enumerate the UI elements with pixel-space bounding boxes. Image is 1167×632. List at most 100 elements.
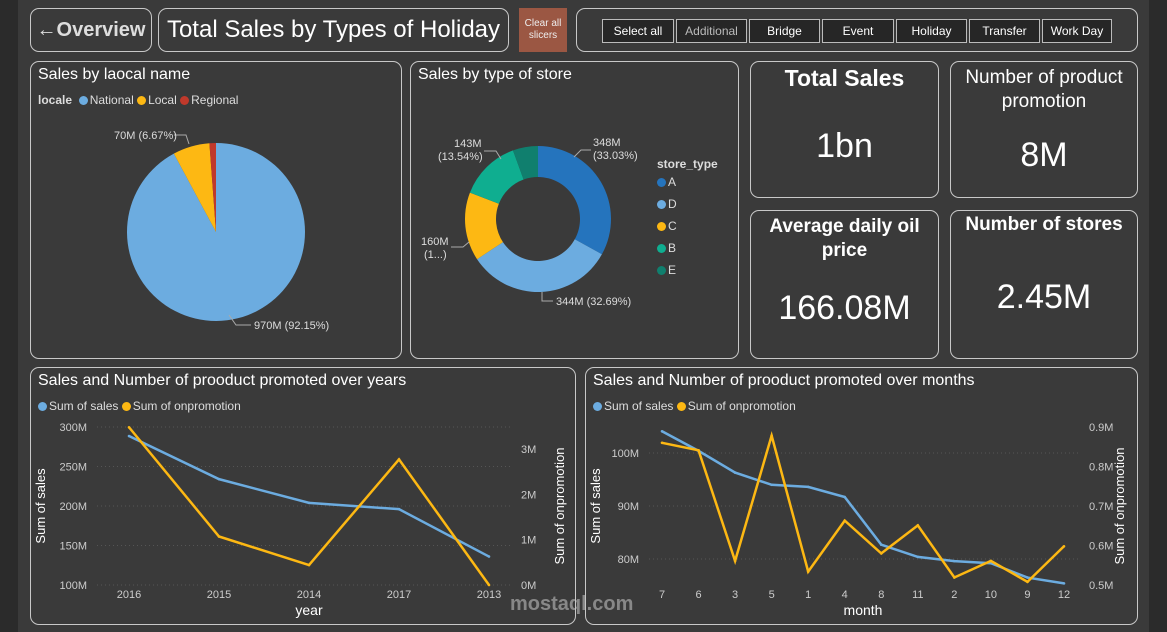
holiday-type-slicer: Select all Additional Bridge Event Holid… bbox=[576, 8, 1138, 52]
data-point bbox=[1062, 544, 1066, 548]
pie-legend: locale National Local Regional bbox=[38, 93, 238, 107]
y2-tick-label: 0.7M bbox=[1089, 501, 1113, 513]
data-point bbox=[806, 570, 810, 573]
slicer-transfer[interactable]: Transfer bbox=[969, 19, 1040, 43]
data-point bbox=[660, 429, 664, 433]
data-point bbox=[487, 583, 491, 587]
x-tick-label: 2 bbox=[951, 589, 957, 601]
legend-item-onpromotion[interactable]: Sum of onpromotion bbox=[676, 399, 796, 413]
panel-title: Sales and Number of prooduct promoted ov… bbox=[593, 372, 975, 389]
data-point bbox=[307, 501, 311, 505]
data-point bbox=[127, 434, 131, 438]
y-tick-label: 150M bbox=[59, 541, 87, 553]
data-point bbox=[879, 543, 883, 546]
slicer-event[interactable]: Event bbox=[822, 19, 894, 43]
legend-item-b[interactable]: B bbox=[657, 241, 676, 255]
years-line-chart: 300M 250M 200M 150M 100M 3M 2M 1M 0M 2016 2015 2014… bbox=[33, 422, 567, 618]
slice-national bbox=[126, 143, 305, 321]
data-point bbox=[879, 552, 883, 555]
legend-item-c[interactable]: C bbox=[657, 219, 677, 233]
x-tick-label: 3 bbox=[732, 589, 738, 601]
x-tick-label: 5 bbox=[769, 589, 775, 601]
kpi-product-promotion: Number of product promotion 8M bbox=[950, 61, 1138, 198]
page-title: Total Sales by Types of Holiday bbox=[158, 8, 509, 52]
kpi-title: Number of stores bbox=[965, 214, 1123, 235]
x-tick-label: 2016 bbox=[117, 589, 141, 601]
slicer-bridge[interactable]: Bridge bbox=[749, 19, 820, 43]
sales-promotion-years-panel: Sales and Number of prooduct promoted ov… bbox=[30, 367, 576, 625]
label-leader bbox=[573, 149, 591, 158]
pie-label-national: 970M (92.15%) bbox=[254, 320, 329, 332]
y2-axis-title: Sum of onpromotion bbox=[1112, 447, 1127, 564]
panel-title: Sales by laocal name bbox=[38, 66, 191, 83]
slicer-additional[interactable]: Additional bbox=[676, 19, 747, 43]
slice-a bbox=[538, 146, 611, 255]
legend-item-onpromotion[interactable]: Sum of onpromotion bbox=[121, 399, 241, 413]
kpi-value: 8M bbox=[1020, 136, 1068, 174]
y2-tick-label: 2M bbox=[521, 489, 536, 501]
kpi-total-sales: Total Sales 1bn bbox=[750, 61, 939, 198]
donut-label-c-pct: (1...) bbox=[424, 249, 447, 261]
legend-item-d[interactable]: D bbox=[657, 197, 677, 211]
slice-local bbox=[173, 143, 216, 232]
donut-chart: 348M (33.03%) 344M (32.69%) 160M (1...) … bbox=[421, 137, 638, 308]
x-axis-title: year bbox=[295, 602, 323, 618]
data-point bbox=[916, 555, 920, 559]
y2-tick-label: 1M bbox=[521, 535, 536, 547]
sales-promotion-months-panel: Sales and Number of prooduct promoted ov… bbox=[585, 367, 1138, 625]
slicer-work-day[interactable]: Work Day bbox=[1042, 19, 1112, 43]
y2-tick-label: 0.5M bbox=[1089, 580, 1113, 592]
slicer-holiday[interactable]: Holiday bbox=[896, 19, 967, 43]
label-leader bbox=[484, 150, 502, 160]
x-tick-label: 2015 bbox=[207, 589, 231, 601]
panel-title: Sales and Number of prooduct promoted ov… bbox=[38, 372, 407, 389]
label-leader bbox=[228, 314, 251, 326]
data-point bbox=[770, 483, 773, 487]
y2-tick-label: 0.8M bbox=[1089, 462, 1113, 474]
y-tick-label: 300M bbox=[59, 422, 87, 434]
x-tick-label: 2017 bbox=[387, 589, 411, 601]
slicer-select-all[interactable]: Select all bbox=[602, 19, 674, 43]
legend-item-regional[interactable]: Regional bbox=[180, 93, 238, 107]
sales-by-locale-panel: Sales by laocal name locale National Loc… bbox=[30, 61, 402, 359]
y2-tick-label: 3M bbox=[521, 444, 536, 456]
y-tick-label: 100M bbox=[59, 580, 87, 592]
clear-all-slicers-button[interactable]: Clear all slicers bbox=[519, 8, 567, 52]
legend-item-sales[interactable]: Sum of sales bbox=[593, 399, 673, 413]
x-tick-label: 12 bbox=[1058, 589, 1070, 601]
legend-item-e[interactable]: E bbox=[657, 263, 676, 277]
x-tick-label: 7 bbox=[659, 589, 665, 601]
legend-title: locale bbox=[38, 93, 73, 107]
y2-tick-label: 0.6M bbox=[1089, 541, 1113, 553]
chart-legend: Sum of sales Sum of onpromotion bbox=[593, 399, 796, 413]
y-axis-title: Sum of sales bbox=[588, 468, 603, 544]
data-point bbox=[953, 559, 956, 563]
pie-chart: 70M (6.67%) 970M (92.15%) bbox=[114, 130, 329, 332]
data-point bbox=[733, 559, 737, 563]
data-point bbox=[397, 458, 401, 461]
watermark: mostaql.com bbox=[510, 593, 634, 615]
legend-item-a[interactable]: A bbox=[657, 175, 676, 189]
donut-label-a: 348M bbox=[593, 137, 621, 149]
slice-c bbox=[465, 192, 503, 260]
y-tick-label: 90M bbox=[618, 501, 639, 513]
kpi-value: 1bn bbox=[816, 127, 873, 165]
x-tick-label: 2014 bbox=[297, 589, 321, 601]
overview-back-button[interactable]: ←Overview bbox=[30, 8, 152, 52]
legend-title: store_type bbox=[657, 157, 718, 171]
legend-item-national[interactable]: National bbox=[78, 93, 134, 107]
legend-item-local[interactable]: Local bbox=[137, 93, 177, 107]
x-tick-label: 11 bbox=[912, 589, 923, 601]
slice-regional bbox=[209, 143, 216, 232]
data-point bbox=[733, 471, 737, 474]
x-tick-label: 10 bbox=[985, 589, 997, 601]
donut-label-b-pct: (13.54%) bbox=[438, 151, 483, 163]
data-point bbox=[660, 441, 664, 445]
y-tick-label: 100M bbox=[611, 448, 639, 460]
data-point bbox=[770, 434, 773, 437]
x-tick-label: 2013 bbox=[477, 589, 501, 601]
data-point bbox=[806, 485, 810, 489]
data-point bbox=[989, 559, 993, 563]
data-point bbox=[916, 524, 920, 527]
legend-item-sales[interactable]: Sum of sales bbox=[38, 399, 118, 413]
